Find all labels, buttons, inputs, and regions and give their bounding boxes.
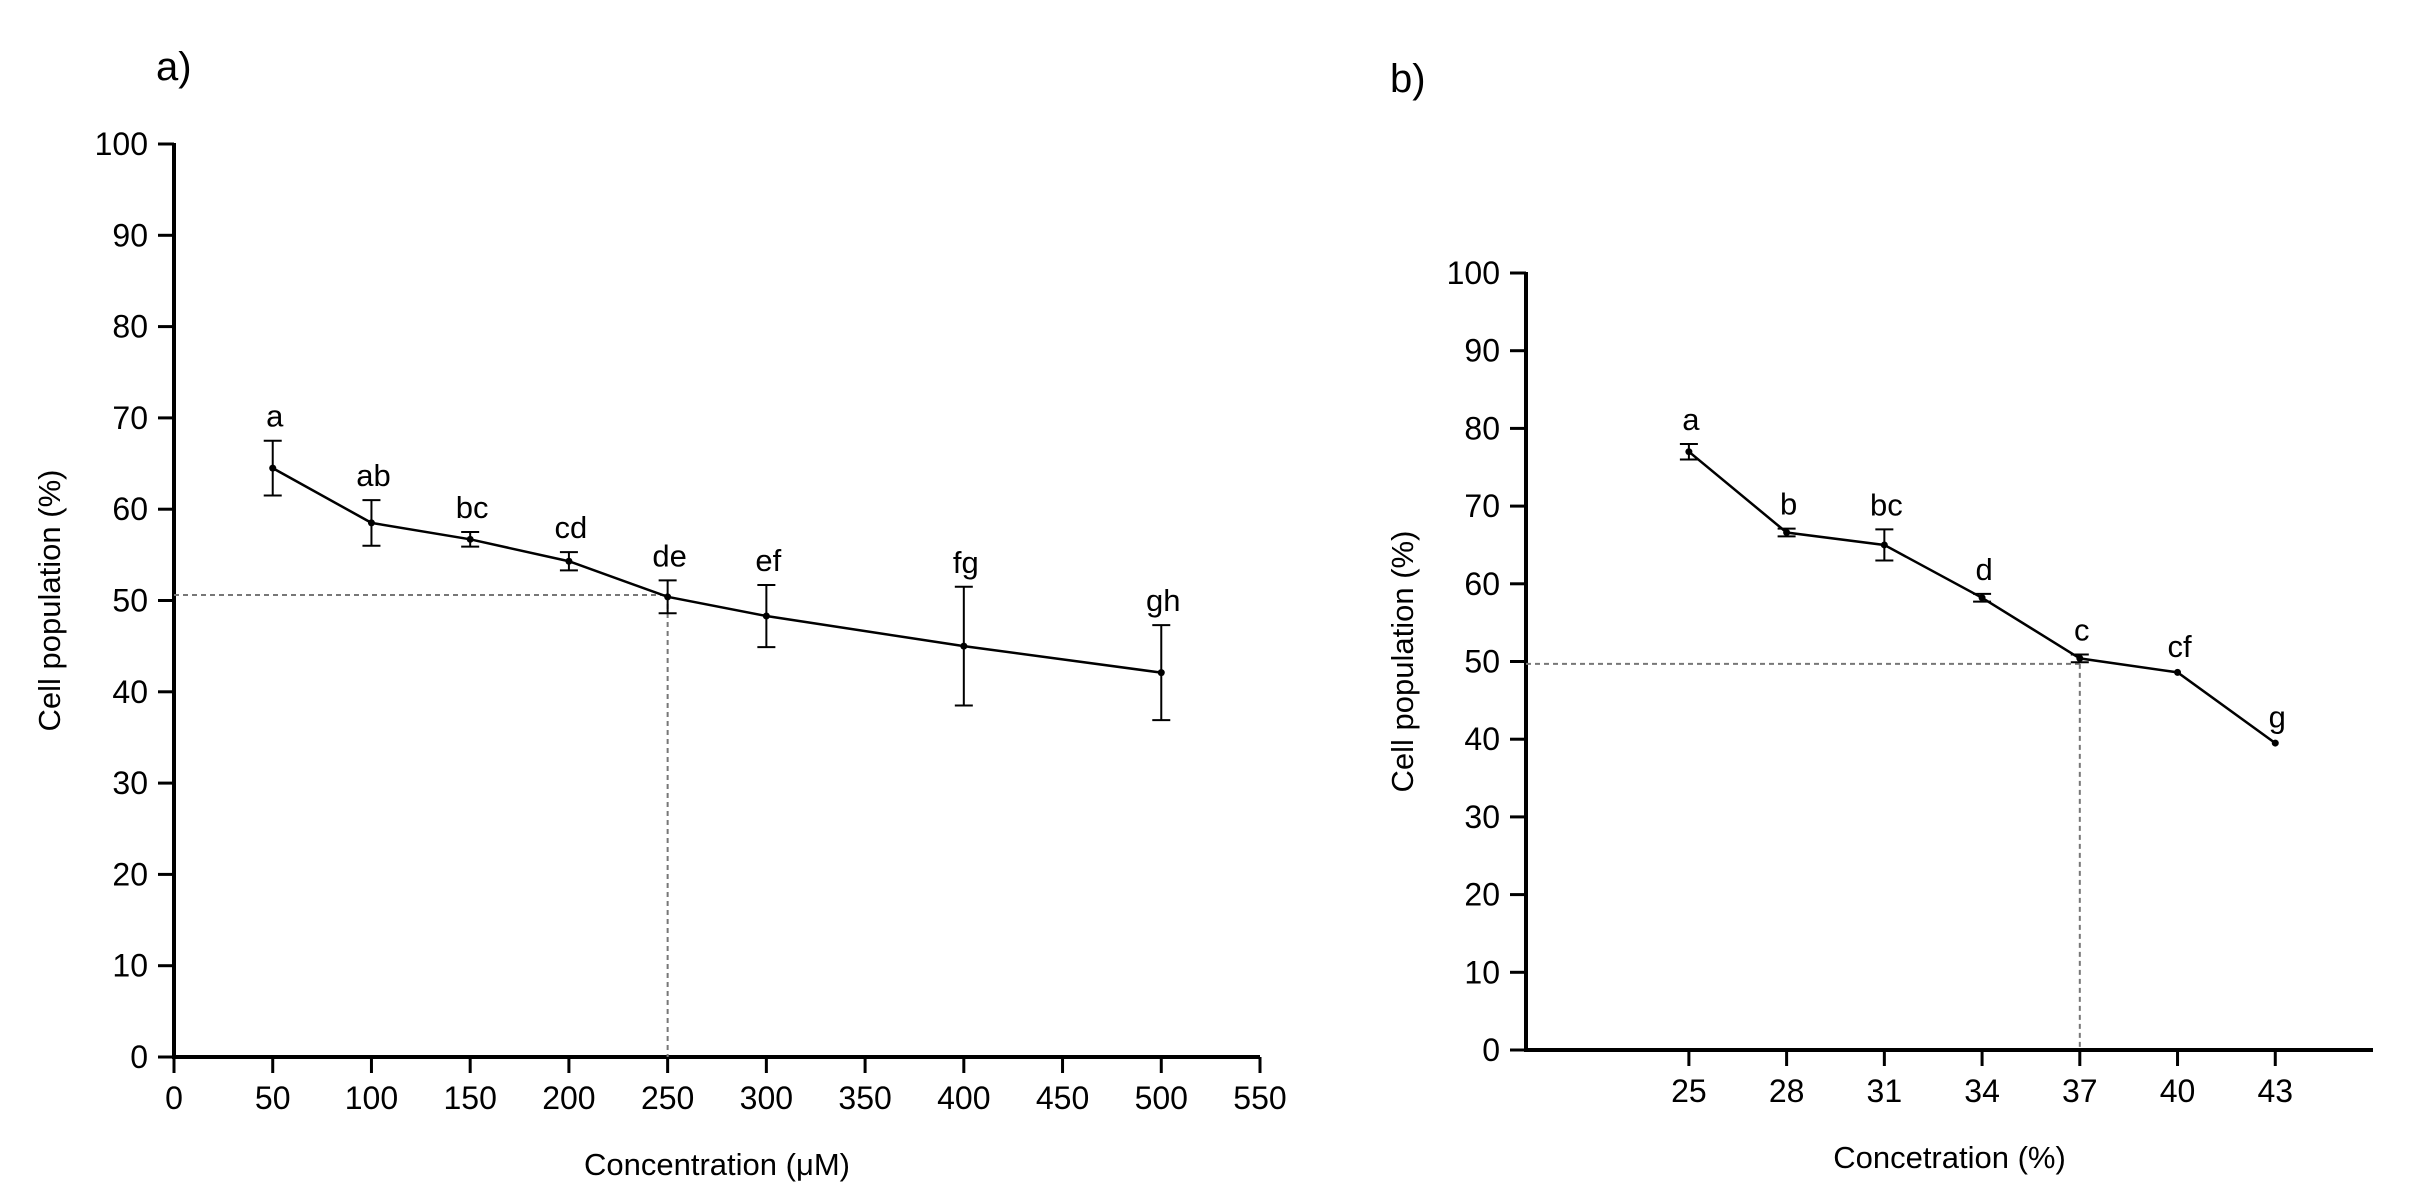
panel-b-data-point (2174, 668, 2182, 676)
panel-a-significance-label: de (652, 538, 686, 573)
panel-a-y-tick-label: 0 (130, 1039, 148, 1075)
panel-b-data-point (1783, 529, 1791, 537)
panel-a-significance-label: ef (755, 543, 781, 578)
panel-a-significance-label: a (266, 399, 284, 434)
panel-b-significance-label: g (2269, 700, 2286, 735)
panel-a-data-point (269, 464, 277, 472)
panel-a-x-tick-label: 550 (1233, 1080, 1286, 1116)
panel-a-data-point (1157, 669, 1165, 677)
panel-a-y-tick-label: 70 (112, 400, 148, 436)
panel-a-y-axis-title: Cell population (%) (32, 470, 67, 732)
panel-a-x-tick-label: 0 (165, 1080, 183, 1116)
panel-a-y-tick-label: 40 (112, 674, 148, 710)
panel-a-y-tick-label: 100 (95, 126, 148, 162)
panel-a-x-tick-label: 350 (838, 1080, 891, 1116)
panel-b-y-tick-label: 80 (1464, 410, 1500, 446)
panel-b-y-tick-label: 10 (1464, 954, 1500, 990)
panel-b-x-tick-label: 43 (2257, 1073, 2293, 1109)
panel-b-significance-label: bc (1870, 487, 1903, 522)
panel-a-significance-label: fg (953, 545, 979, 580)
panel-a-series-line (272, 467, 1162, 674)
panel-b-x-tick-label: 40 (2160, 1073, 2196, 1109)
panel-b-y-axis-title: Cell population (%) (1385, 531, 1420, 793)
panel-b-x-tick-label: 31 (1867, 1073, 1903, 1109)
panel-a-x-tick-label: 50 (255, 1080, 291, 1116)
panel-a-significance-label: bc (456, 490, 489, 525)
panel-a-y-tick-label: 90 (112, 217, 148, 253)
panel-b-x-tick-label: 37 (2062, 1073, 2098, 1109)
panel-b-data-point (1880, 541, 1888, 549)
panel-a-y-tick-label: 10 (112, 948, 148, 984)
panel-a-data-point (565, 557, 573, 565)
panel-b-y-tick-label: 40 (1464, 721, 1500, 757)
panel-b-data-point (2076, 654, 2084, 662)
panel-a-y-tick-label: 60 (112, 491, 148, 527)
panel-a-significance-label: gh (1146, 583, 1180, 618)
panel-a-label: a) (156, 45, 192, 89)
panel-b-significance-label: cf (2167, 629, 2192, 664)
panel-a-data-point (762, 612, 770, 620)
panel-a-x-tick-label: 500 (1135, 1080, 1188, 1116)
panel-b-y-tick-label: 100 (1447, 255, 1500, 291)
panel-b-significance-label: c (2074, 613, 2090, 648)
panel-a-data-point (960, 642, 968, 650)
panel-b-x-tick-label: 25 (1671, 1073, 1707, 1109)
panel-b-data-point (2271, 739, 2279, 747)
panel-b-y-tick-label: 20 (1464, 877, 1500, 913)
panel-b-y-tick-label: 30 (1464, 799, 1500, 835)
panel-a-significance-label: ab (356, 458, 390, 493)
panel-b-y-tick-label: 60 (1464, 566, 1500, 602)
panel-b-y-tick-label: 0 (1482, 1032, 1500, 1068)
panel-a-x-tick-label: 400 (937, 1080, 990, 1116)
panel-a-x-axis-title: Concentration (μM) (584, 1147, 850, 1182)
panel-b-data-point (1978, 594, 1986, 602)
panel-a-x-tick-label: 200 (542, 1080, 595, 1116)
panel-a-data-point (466, 535, 474, 543)
panel-a-x-tick-label: 300 (740, 1080, 793, 1116)
panel-a-x-tick-label: 150 (443, 1080, 496, 1116)
panel-b-significance-label: d (1975, 552, 1992, 587)
panel-a-y-tick-label: 30 (112, 765, 148, 801)
panel-b-x-tick-label: 34 (1964, 1073, 2000, 1109)
panel-b-y-tick-label: 90 (1464, 333, 1500, 369)
panel-a-y-tick-label: 20 (112, 856, 148, 892)
panel-a-data-point (367, 519, 375, 527)
panel-a-data-point (664, 593, 672, 601)
panel-a-y-tick-label: 50 (112, 583, 148, 619)
panel-b-data-point (1685, 448, 1693, 456)
panel-b-y-tick-label: 50 (1464, 644, 1500, 680)
panel-a-significance-label: cd (555, 510, 588, 545)
panel-b-significance-label: a (1682, 402, 1700, 437)
panel-a-y-tick-label: 80 (112, 309, 148, 345)
panel-b-x-tick-label: 28 (1769, 1073, 1805, 1109)
panel-b-label: b) (1390, 57, 1426, 101)
panel-b-x-axis-title: Concetration (%) (1833, 1140, 2066, 1175)
panel-a-x-tick-label: 250 (641, 1080, 694, 1116)
panel-b-y-tick-label: 70 (1464, 488, 1500, 524)
panel-b-significance-label: b (1780, 487, 1797, 522)
panel-a-x-tick-label: 100 (345, 1080, 398, 1116)
panel-a-x-tick-label: 450 (1036, 1080, 1089, 1116)
